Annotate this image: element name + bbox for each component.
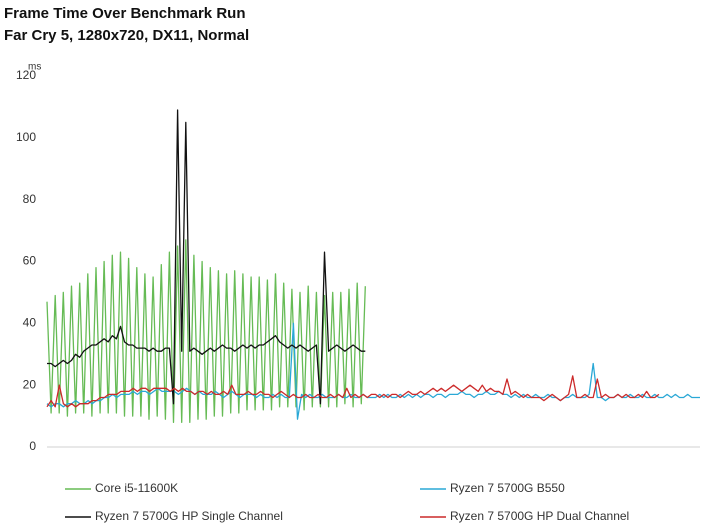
legend-label: Ryzen 7 5700G HP Single Channel — [95, 509, 283, 523]
series-line — [46, 239, 366, 423]
y-axis-label: ms — [28, 62, 41, 73]
y-tick-label: 80 — [23, 192, 37, 206]
y-tick-label: 0 — [29, 439, 36, 453]
y-tick-label: 20 — [23, 377, 37, 391]
legend-label: Core i5-11600K — [95, 481, 178, 495]
series-line — [47, 109, 366, 405]
chart-title: Frame Time Over Benchmark Run — [4, 5, 245, 22]
y-tick-label: 120 — [16, 68, 36, 82]
series-line — [46, 322, 700, 420]
legend-label: Ryzen 7 5700G B550 — [450, 481, 565, 495]
legend-label: Ryzen 7 5700G HP Dual Channel — [450, 509, 629, 523]
y-tick-label: 40 — [23, 316, 37, 330]
y-tick-label: 100 — [16, 130, 36, 144]
chart-subtitle: Far Cry 5, 1280x720, DX11, Normal — [4, 27, 249, 44]
series-line — [46, 375, 660, 408]
y-tick-label: 60 — [23, 254, 37, 268]
